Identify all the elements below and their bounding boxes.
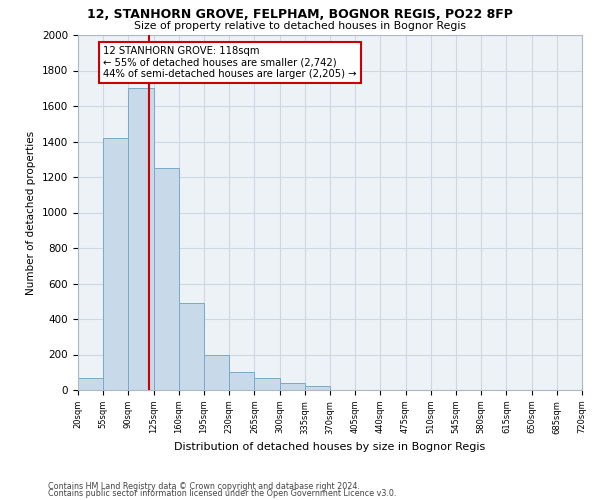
Bar [154, 168, 179, 390]
Bar [78, 378, 103, 390]
Text: 12 STANHORN GROVE: 118sqm
← 55% of detached houses are smaller (2,742)
44% of se: 12 STANHORN GROVE: 118sqm ← 55% of detac… [103, 46, 356, 79]
Bar [103, 138, 128, 390]
Bar [128, 88, 154, 390]
Bar [305, 386, 330, 390]
Bar [204, 354, 229, 390]
Text: Size of property relative to detached houses in Bognor Regis: Size of property relative to detached ho… [134, 21, 466, 31]
Text: Contains HM Land Registry data © Crown copyright and database right 2024.: Contains HM Land Registry data © Crown c… [48, 482, 360, 491]
Bar [179, 303, 204, 390]
Bar [254, 378, 280, 390]
X-axis label: Distribution of detached houses by size in Bognor Regis: Distribution of detached houses by size … [175, 442, 485, 452]
Text: 12, STANHORN GROVE, FELPHAM, BOGNOR REGIS, PO22 8FP: 12, STANHORN GROVE, FELPHAM, BOGNOR REGI… [87, 8, 513, 20]
Bar [229, 372, 254, 390]
Text: Contains public sector information licensed under the Open Government Licence v3: Contains public sector information licen… [48, 490, 397, 498]
Bar [280, 383, 305, 390]
Y-axis label: Number of detached properties: Number of detached properties [26, 130, 37, 294]
